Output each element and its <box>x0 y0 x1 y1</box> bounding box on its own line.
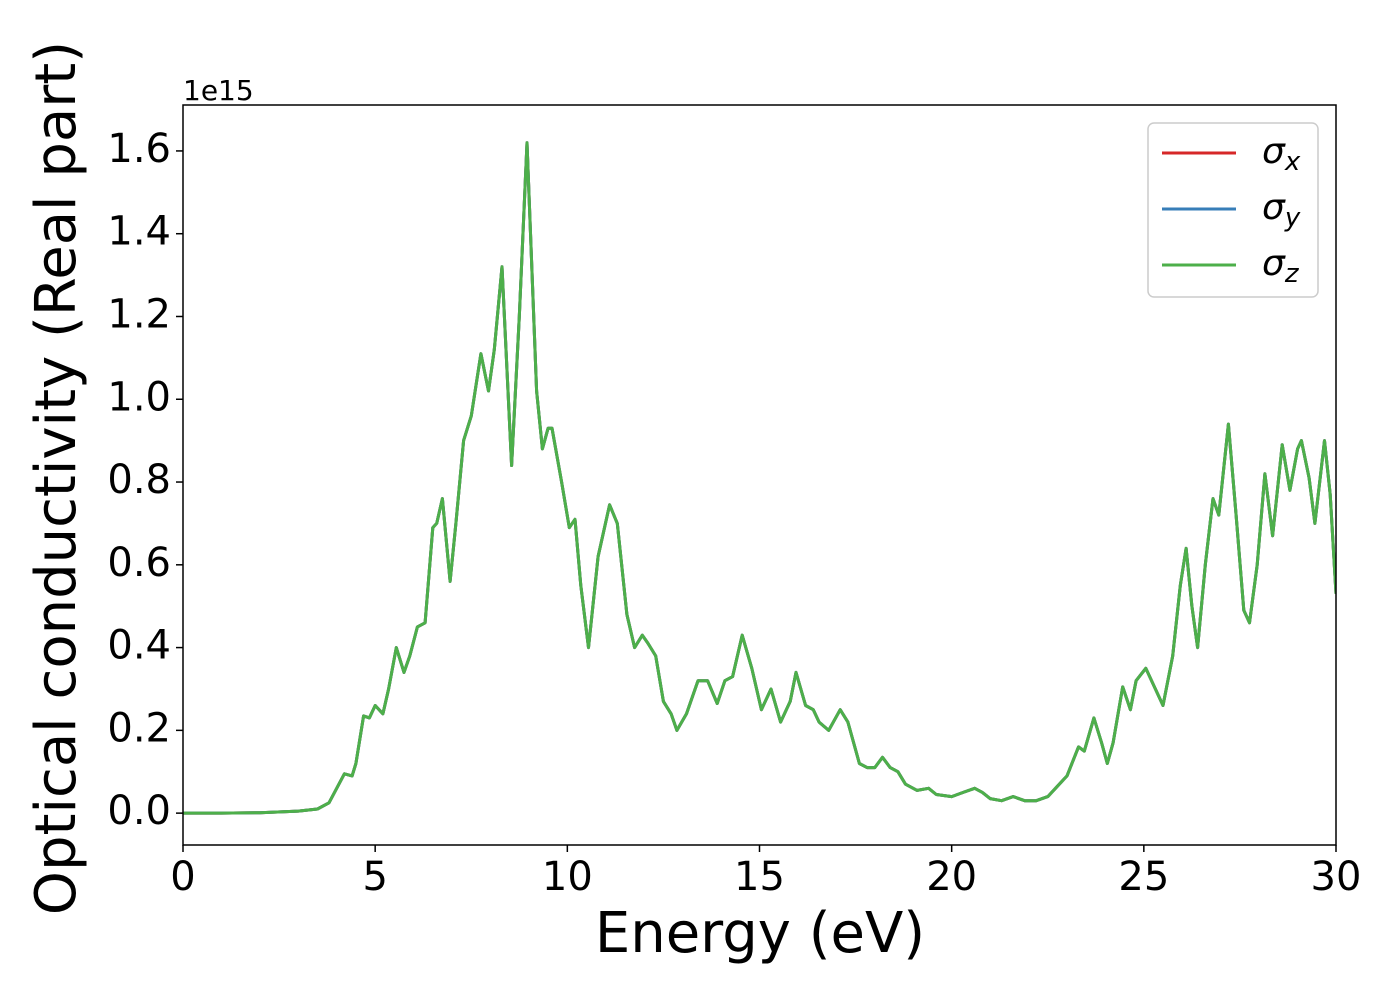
legend-label: σx <box>1262 131 1301 177</box>
y-axis-label: Optical conductivity (Real part) <box>24 41 89 915</box>
offset-label: 1e15 <box>183 74 254 107</box>
y-tick-label: 0.2 <box>107 705 171 751</box>
x-axis-label: Energy (eV) <box>595 901 925 966</box>
y-tick-label: 1.6 <box>107 126 171 172</box>
x-tick-label: 30 <box>1311 854 1362 900</box>
legend-label: σz <box>1262 243 1300 289</box>
y-tick-label: 1.0 <box>107 374 171 420</box>
series-line <box>183 141 1336 815</box>
x-tick-label: 10 <box>542 854 593 900</box>
y-tick-label: 0.4 <box>107 623 171 669</box>
plot-frame <box>182 104 1337 846</box>
x-tick-label: 20 <box>926 854 977 900</box>
y-tick-label: 1.2 <box>107 291 171 337</box>
x-tick-label: 5 <box>362 854 387 900</box>
y-tick-label: 0.6 <box>107 540 171 586</box>
x-tick-label: 25 <box>1118 854 1169 900</box>
y-tick-label: 0.0 <box>107 788 171 834</box>
y-tick-label: 1.4 <box>107 209 171 255</box>
legend-label: σy <box>1262 187 1301 233</box>
x-tick-label: 15 <box>734 854 785 900</box>
y-tick-label: 0.8 <box>107 457 171 503</box>
x-tick-label: 0 <box>170 854 195 900</box>
